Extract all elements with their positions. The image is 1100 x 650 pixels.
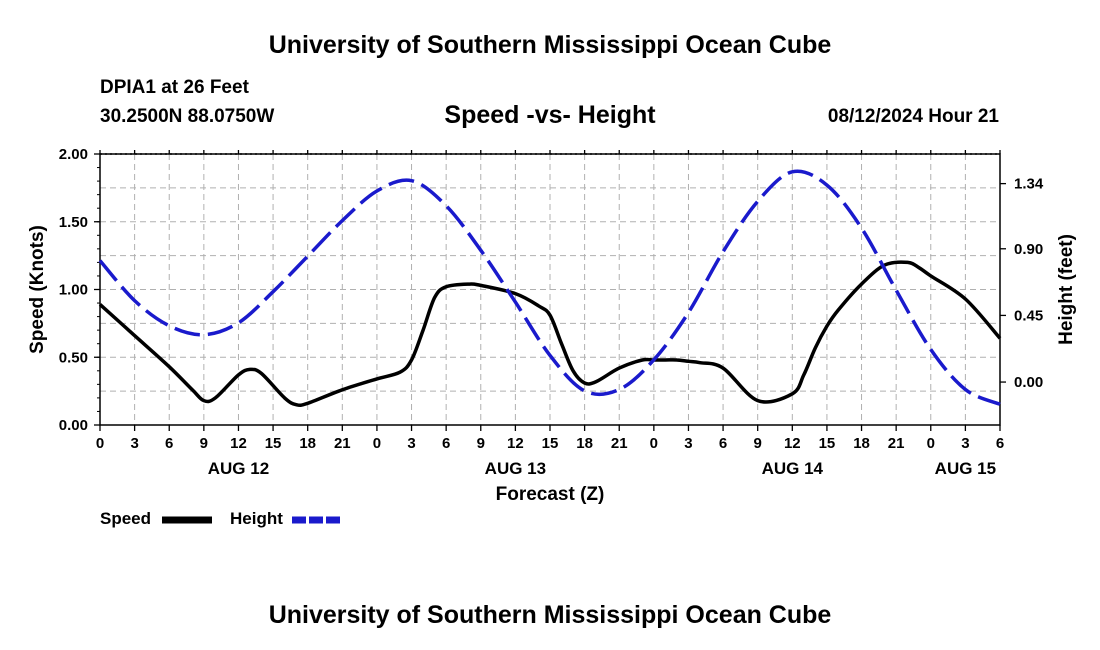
- y2-axis-title: Height (feet): [1056, 234, 1077, 345]
- x-tick-label: 12: [507, 435, 524, 452]
- x-tick-label: 18: [576, 435, 593, 452]
- x-tick-label: 6: [165, 435, 173, 452]
- x-tick-label: 9: [754, 435, 762, 452]
- x-tick-label: 21: [334, 435, 351, 452]
- day-label: AUG 15: [935, 459, 996, 478]
- x-tick-label: 0: [650, 435, 658, 452]
- x-tick-label: 18: [299, 435, 316, 452]
- x-tick-label: 12: [230, 435, 247, 452]
- x-tick-label: 15: [542, 435, 559, 452]
- x-tick-label: 21: [611, 435, 628, 452]
- x-tick-label: 3: [961, 435, 969, 452]
- x-tick-label: 6: [996, 435, 1004, 452]
- x-tick-label: 6: [719, 435, 727, 452]
- y-axis-title: Speed (Knots): [27, 225, 48, 354]
- x-tick-label: 21: [888, 435, 905, 452]
- y2-tick-label: 0.00: [1014, 374, 1043, 391]
- y2-tick-label: 0.90: [1014, 241, 1043, 258]
- x-tick-label: 12: [784, 435, 801, 452]
- x-tick-label: 3: [130, 435, 138, 452]
- page-title: University of Southern Mississippi Ocean…: [268, 31, 832, 59]
- day-label: AUG 12: [208, 459, 269, 478]
- x-axis-title: Forecast (Z): [496, 484, 605, 505]
- x-tick-label: 0: [96, 435, 104, 452]
- y-tick-label: 1.00: [59, 282, 88, 299]
- chart-title: Speed -vs- Height: [444, 101, 656, 129]
- footer-title: University of Southern Mississippi Ocean…: [268, 601, 832, 629]
- x-tick-label: 15: [819, 435, 836, 452]
- x-tick-label: 6: [442, 435, 450, 452]
- x-tick-label: 9: [200, 435, 208, 452]
- y-tick-label: 0.50: [59, 349, 88, 366]
- x-tick-label: 3: [684, 435, 692, 452]
- day-label: AUG 14: [762, 459, 824, 478]
- x-tick-label: 18: [853, 435, 870, 452]
- legend-speed-label: Speed: [100, 509, 152, 528]
- speed-series-line: [98, 260, 1002, 408]
- y2-tick-label: 1.34: [1014, 176, 1044, 193]
- x-tick-label: 0: [927, 435, 935, 452]
- y2-tick-label: 0.45: [1014, 307, 1043, 324]
- y-tick-label: 0.00: [59, 417, 88, 434]
- y-tick-label: 1.50: [59, 214, 88, 231]
- location-label: 30.2500N 88.0750W: [100, 106, 275, 127]
- x-tick-label: 3: [407, 435, 415, 452]
- legend-height-label: Height: [230, 509, 283, 528]
- x-tick-label: 9: [477, 435, 485, 452]
- x-tick-label: 0: [373, 435, 381, 452]
- y-tick-label: 2.00: [59, 146, 88, 163]
- station-label: DPIA1 at 26 Feet: [100, 77, 249, 98]
- datetime-label: 08/12/2024 Hour 21: [827, 106, 999, 127]
- height-series-line: [98, 169, 1001, 406]
- day-label: AUG 13: [485, 459, 546, 478]
- x-tick-label: 15: [265, 435, 282, 452]
